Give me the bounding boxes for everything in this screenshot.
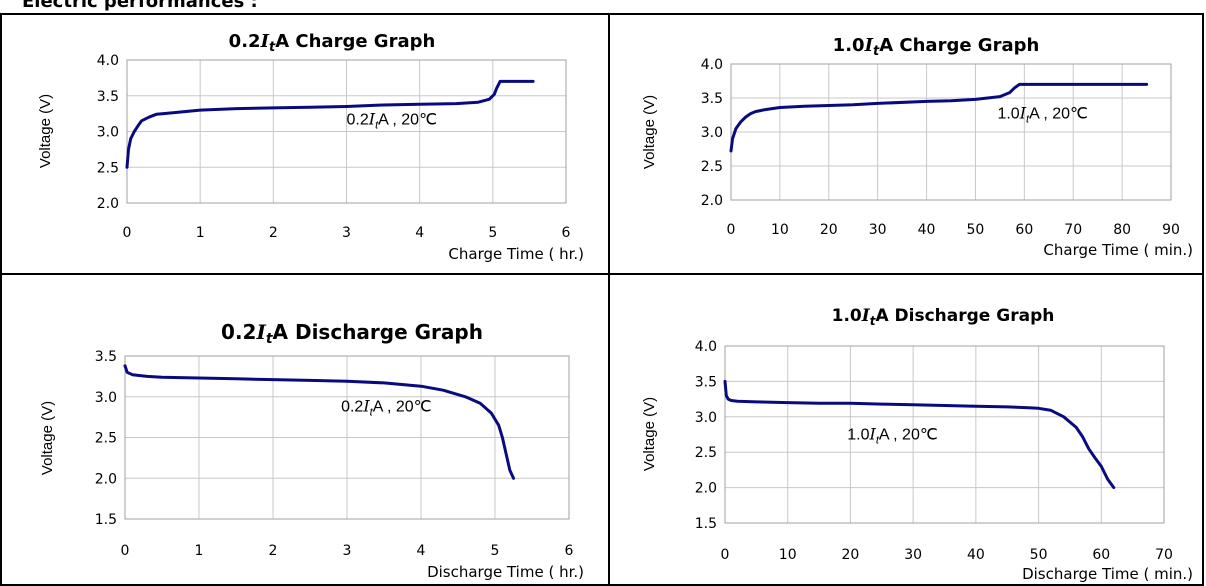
x-axis-label: Charge Time ( min.) bbox=[1043, 241, 1193, 259]
y-tick-label: 2.5 bbox=[95, 431, 117, 447]
y-tick-label: 2.0 bbox=[95, 471, 117, 487]
section-heading: Electric performances : bbox=[22, 0, 258, 12]
y-tick-label: 3.5 bbox=[97, 89, 119, 105]
y-tick-label: 2.5 bbox=[695, 445, 717, 461]
x-tick-label: 3 bbox=[342, 225, 351, 241]
x-tick-label: 2 bbox=[269, 225, 278, 241]
x-tick-label: 90 bbox=[1162, 222, 1180, 238]
chart-panel-discharge-1.0: 0 10 20 30 40 50 60 70 1.5 2.0 2.5 3.0 3.5 4.0 1.0ItA … bbox=[611, 276, 1202, 584]
chart-title: 0.2ItA Charge Graph bbox=[229, 31, 436, 55]
y-tick-label: 4.0 bbox=[701, 57, 723, 73]
curve-annotation: 1.0ItA , 20℃ bbox=[847, 424, 938, 446]
x-tick-label: 0 bbox=[123, 225, 132, 241]
x-tick-label: 60 bbox=[1092, 547, 1110, 563]
x-tick-label: 4 bbox=[415, 225, 424, 241]
y-tick-label: 3.5 bbox=[95, 349, 117, 365]
x-tick-label: 1 bbox=[195, 543, 204, 559]
x-tick-label: 3 bbox=[343, 543, 352, 559]
y-tick-label: 3.5 bbox=[701, 91, 723, 107]
y-axis-label: Voltage (V) bbox=[39, 401, 56, 475]
x-tick-label: 70 bbox=[1064, 222, 1082, 238]
voltage-curve bbox=[123, 364, 515, 480]
y-tick-label: 1.5 bbox=[95, 512, 117, 528]
y-tick-label: 3.0 bbox=[97, 125, 119, 141]
curve-annotation: 1.0ItA , 20℃ bbox=[997, 103, 1088, 125]
x-tick-label: 20 bbox=[842, 547, 860, 563]
y-tick-label: 4.0 bbox=[695, 339, 717, 355]
x-tick-label: 10 bbox=[771, 222, 789, 238]
x-tick-label: 0 bbox=[121, 543, 130, 559]
x-tick-label: 50 bbox=[1030, 547, 1048, 563]
chart-panel-charge-1.0: 0 10 20 30 40 50 60 70 80 90 2.0 2.5 3.0 3.5 4.0 1.0ItA… bbox=[611, 15, 1202, 272]
discharge-graph-0.2-chart: 0 1 2 3 4 5 6 1.5 2.0 2.5 3.0 3.5 0.2ItA Discharge G… bbox=[39, 320, 584, 581]
x-tick-label: 5 bbox=[488, 225, 497, 241]
y-tick-label: 3.0 bbox=[695, 410, 717, 426]
charge-graph-1.0-chart: 0 10 20 30 40 50 60 70 80 90 2.0 2.5 3.0 3.5 4.0 1.0ItA… bbox=[641, 35, 1193, 259]
y-tick-label: 3.0 bbox=[95, 390, 117, 406]
x-tick-label: 0 bbox=[721, 547, 730, 563]
x-tick-label: 1 bbox=[196, 225, 205, 241]
x-tick-label: 80 bbox=[1113, 222, 1131, 238]
x-tick-label: 70 bbox=[1155, 547, 1173, 563]
chart-panel-charge-0.2: 0 1 2 3 4 5 6 2.0 2.5 3.0 3.5 4.0 0.2ItA Charge Grap… bbox=[2, 15, 606, 272]
plot-area-frame bbox=[126, 59, 567, 204]
x-axis-label: Charge Time ( hr.) bbox=[448, 245, 584, 263]
x-tick-label: 10 bbox=[779, 547, 797, 563]
y-tick-label: 3.0 bbox=[701, 125, 723, 141]
y-tick-label: 2.0 bbox=[695, 481, 717, 497]
x-tick-label: 40 bbox=[967, 547, 985, 563]
chart-grid-table: 0 1 2 3 4 5 6 2.0 2.5 3.0 3.5 4.0 0.2ItA Charge Grap… bbox=[0, 13, 1204, 586]
voltage-curve bbox=[723, 379, 1116, 490]
y-tick-label: 4.0 bbox=[97, 53, 119, 69]
x-tick-label: 60 bbox=[1015, 222, 1033, 238]
x-tick-label: 40 bbox=[918, 222, 936, 238]
y-tick-label: 2.5 bbox=[97, 160, 119, 176]
y-axis-label: Voltage (V) bbox=[641, 95, 658, 169]
table-divider-horizontal bbox=[2, 273, 1202, 275]
x-tick-label: 0 bbox=[727, 222, 736, 238]
chart-title: 1.0ItA Discharge Graph bbox=[832, 306, 1055, 328]
x-tick-label: 6 bbox=[562, 225, 571, 241]
y-tick-label: 1.5 bbox=[695, 516, 717, 532]
voltage-curve bbox=[125, 79, 535, 169]
plot-area-frame bbox=[124, 355, 570, 520]
x-tick-label: 50 bbox=[967, 222, 985, 238]
y-tick-label: 2.5 bbox=[701, 159, 723, 175]
chart-panel-discharge-0.2: 0 1 2 3 4 5 6 1.5 2.0 2.5 3.0 3.5 0.2ItA Discharge G… bbox=[2, 276, 606, 584]
chart-title: 0.2ItA Discharge Graph bbox=[221, 320, 483, 347]
x-tick-label: 5 bbox=[491, 543, 500, 559]
x-tick-label: 2 bbox=[269, 543, 278, 559]
curve-annotation: 0.2ItA , 20℃ bbox=[347, 109, 438, 131]
y-tick-label: 2.0 bbox=[701, 193, 723, 209]
discharge-graph-1.0-chart: 0 10 20 30 40 50 60 70 1.5 2.0 2.5 3.0 3.5 4.0 1.0ItA … bbox=[641, 306, 1193, 583]
voltage-curve bbox=[729, 82, 1149, 153]
y-tick-label: 3.5 bbox=[695, 374, 717, 390]
x-tick-label: 30 bbox=[904, 547, 922, 563]
y-axis-label: Voltage (V) bbox=[641, 397, 658, 471]
plot-area-frame bbox=[730, 63, 1172, 201]
chart-title: 1.0ItA Charge Graph bbox=[833, 35, 1040, 59]
x-axis-label: Discharge Time ( min.) bbox=[1022, 565, 1193, 583]
y-tick-label: 2.0 bbox=[97, 196, 119, 212]
table-divider-vertical bbox=[608, 15, 610, 584]
plot-area-frame bbox=[724, 345, 1165, 524]
y-axis-label: Voltage (V) bbox=[37, 94, 54, 168]
x-tick-label: 20 bbox=[820, 222, 838, 238]
charge-graph-0.2-chart: 0 1 2 3 4 5 6 2.0 2.5 3.0 3.5 4.0 0.2ItA Charge Grap… bbox=[37, 31, 584, 263]
x-axis-label: Discharge Time ( hr.) bbox=[427, 563, 584, 581]
x-tick-label: 30 bbox=[869, 222, 887, 238]
x-tick-label: 6 bbox=[565, 543, 574, 559]
curve-annotation: 0.2ItA , 20℃ bbox=[341, 396, 432, 418]
x-tick-label: 4 bbox=[417, 543, 426, 559]
